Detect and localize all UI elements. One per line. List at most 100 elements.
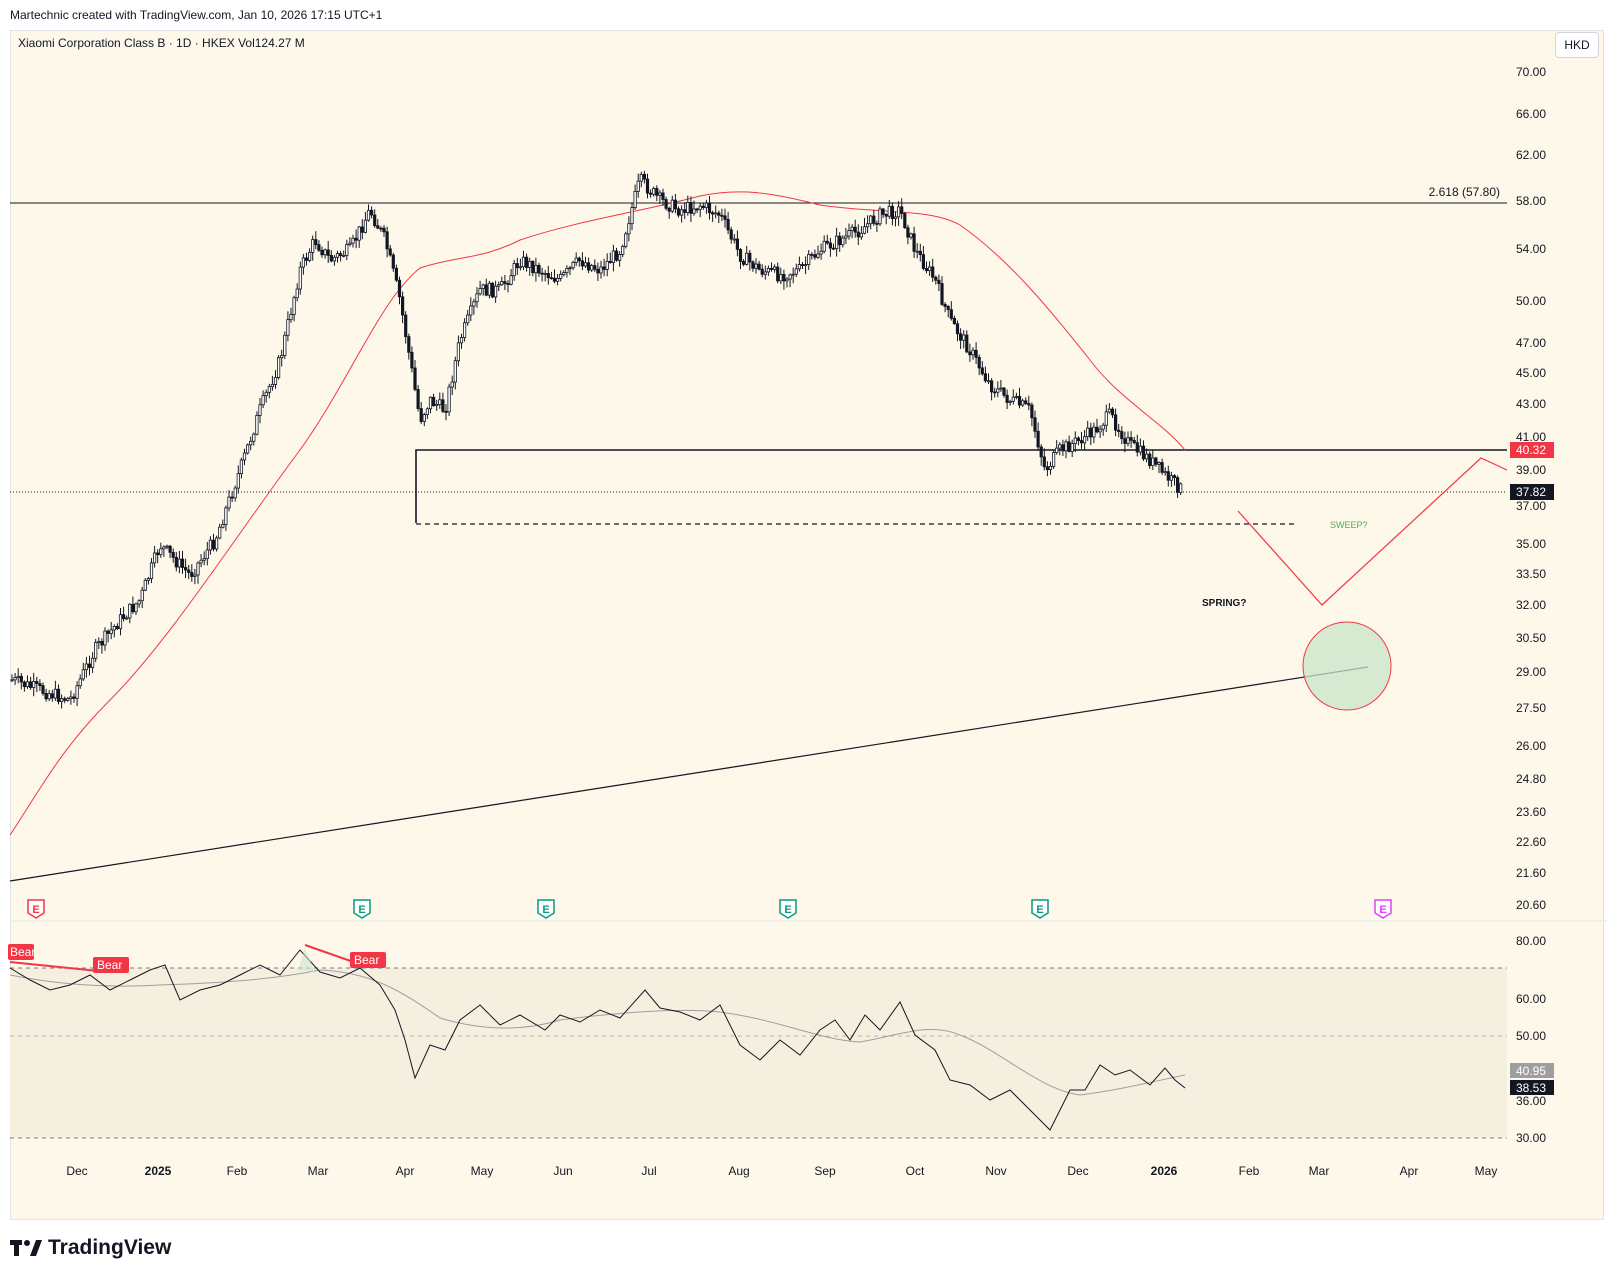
candle: [1179, 482, 1183, 496]
candle: [382, 225, 386, 237]
svg-text:38.53: 38.53: [1516, 1081, 1546, 1095]
candle: [453, 356, 457, 390]
candle: [22, 680, 27, 692]
candle: [435, 399, 439, 411]
candle: [338, 250, 343, 262]
time-tick: Oct: [906, 1164, 925, 1178]
rsi-tick: 80.00: [1516, 934, 1546, 948]
candle: [1011, 389, 1015, 405]
price-tick: 45.00: [1516, 366, 1546, 380]
candle: [608, 252, 612, 264]
candle: [1070, 439, 1074, 458]
candle: [1104, 404, 1108, 433]
bear-label-2: Bear: [93, 957, 129, 973]
candle: [1120, 426, 1124, 445]
target-circle[interactable]: [1302, 621, 1392, 711]
tradingview-logo[interactable]: TradingView: [10, 1236, 171, 1260]
rsi-tick: 50.00: [1516, 1029, 1546, 1043]
candle: [1014, 392, 1019, 400]
candle: [87, 655, 92, 676]
candle: [311, 235, 315, 261]
candle: [593, 259, 597, 272]
rsi-ma-line: [9, 969, 1186, 1096]
candle: [481, 283, 485, 296]
rsi-tick: 30.00: [1516, 1131, 1546, 1145]
price-tick: 58.00: [1516, 194, 1546, 208]
price-tick: 70.00: [1516, 65, 1546, 79]
currency-button[interactable]: HKD: [1555, 32, 1599, 58]
candle: [515, 257, 519, 275]
bear-divergence-fill: [298, 948, 315, 972]
candle: [667, 206, 671, 219]
candle: [1172, 474, 1177, 486]
candle: [689, 196, 693, 223]
candle: [1110, 407, 1115, 418]
candle: [931, 258, 935, 282]
candle: [1052, 450, 1056, 469]
svg-text:E: E: [542, 904, 549, 916]
candle: [512, 259, 516, 281]
candle: [1083, 429, 1087, 451]
candle: [459, 333, 464, 349]
candle: [1079, 431, 1084, 449]
candle: [751, 260, 755, 272]
candle: [732, 234, 736, 244]
candle: [887, 199, 891, 219]
candle: [568, 265, 572, 275]
candle: [652, 186, 656, 197]
price-tick: 29.00: [1516, 665, 1546, 679]
earnings-icon[interactable]: E: [1374, 899, 1392, 919]
candle: [218, 523, 222, 540]
earnings-icon[interactable]: E: [537, 899, 555, 919]
candle: [227, 490, 231, 512]
candle: [320, 246, 324, 258]
projection-path[interactable]: [1237, 457, 1508, 606]
resistance-box-line[interactable]: [415, 449, 1507, 523]
candle: [797, 256, 802, 272]
time-tick: Jun: [553, 1164, 572, 1178]
candle: [639, 171, 643, 188]
earnings-icon[interactable]: E: [1031, 899, 1049, 919]
time-tick: Sep: [814, 1164, 836, 1178]
candle: [903, 212, 907, 229]
candle: [1095, 418, 1099, 434]
candle: [388, 245, 392, 257]
candle: [270, 375, 275, 391]
earnings-icon[interactable]: E: [353, 899, 371, 919]
candle: [642, 170, 647, 184]
candle: [633, 184, 637, 210]
earnings-icon[interactable]: E: [779, 899, 797, 919]
candle: [450, 375, 454, 396]
candle: [525, 253, 529, 272]
symbol-legend[interactable]: Xiaomi Corporation Class B · 1D · HKEX V…: [18, 36, 305, 50]
support-trendline[interactable]: [9, 666, 1369, 882]
candle: [1163, 467, 1167, 476]
candle: [304, 252, 309, 266]
candle: [707, 195, 712, 220]
candle: [72, 693, 76, 703]
candle: [16, 668, 20, 684]
candle: [596, 262, 600, 281]
moving-average-line: [9, 191, 1186, 836]
candle: [1107, 402, 1111, 414]
candle: [844, 227, 848, 244]
candle: [183, 558, 188, 579]
candle: [165, 544, 169, 550]
candle: [295, 283, 299, 302]
candle: [537, 262, 541, 277]
candle: [1042, 448, 1046, 471]
candle: [1055, 440, 1059, 455]
candle: [112, 624, 116, 638]
candle: [60, 694, 64, 709]
rsi-axis[interactable]: 80.00 60.00 50.00 36.00 30.00: [1516, 934, 1546, 1145]
candle: [1138, 438, 1142, 456]
time-axis[interactable]: Dec 2025 Feb Mar Apr May Jun Jul Aug Sep Oct Nov Dec…: [66, 1164, 1497, 1178]
price-axis[interactable]: 70.00 66.00 62.00 58.00 54.00 50.00 47.00 45.00…: [1516, 65, 1546, 912]
earnings-icon[interactable]: E: [27, 899, 45, 919]
candle: [1030, 402, 1034, 427]
price-tick: 47.00: [1516, 336, 1546, 350]
candle: [286, 311, 290, 342]
candle: [230, 491, 234, 502]
